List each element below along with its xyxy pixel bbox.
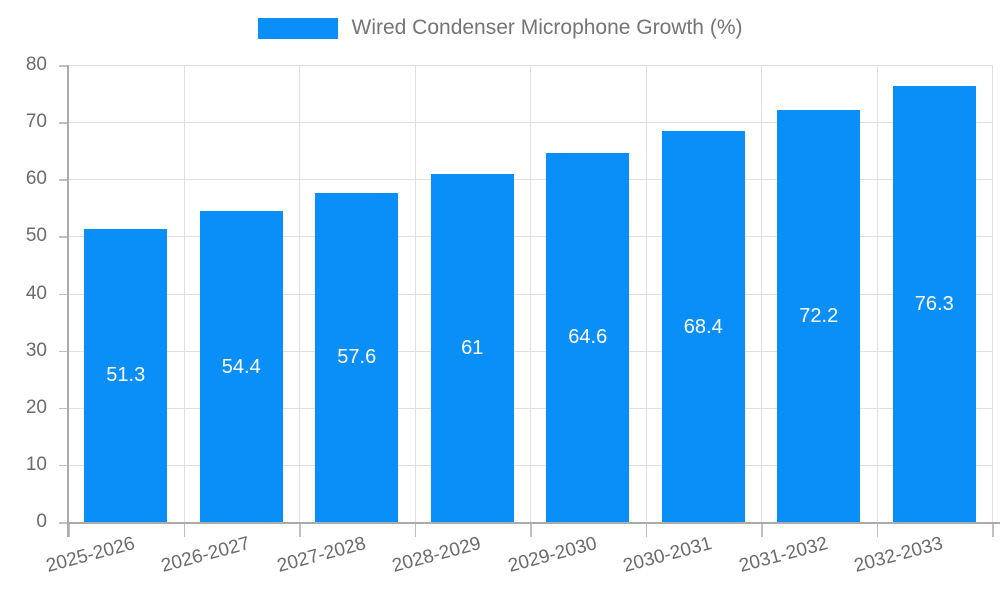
x-axis-tick (414, 522, 416, 537)
bar-2028-2029[interactable] (430, 173, 514, 522)
bar-2026-2027[interactable] (199, 211, 283, 522)
x-axis-label: 2031-2032 (736, 533, 830, 577)
gridline-v (414, 65, 416, 522)
legend[interactable]: Wired Condenser Microphone Growth (%) (0, 16, 1000, 40)
y-axis-label: 20 (25, 396, 47, 418)
bar-value-label: 72.2 (799, 304, 839, 327)
x-axis-label: 2030-2031 (621, 533, 715, 577)
y-axis-tick (59, 65, 68, 67)
bar-value-label: 54.4 (221, 355, 261, 378)
gridline-v (992, 65, 993, 522)
y-axis-label: 0 (36, 511, 47, 532)
y-axis-label: 80 (25, 54, 47, 75)
bar-2030-2031[interactable] (661, 131, 745, 522)
bar-value-label: 61 (461, 336, 484, 359)
y-axis-label: 60 (25, 168, 47, 190)
gridline-v (645, 65, 647, 522)
gridline-v (761, 65, 762, 522)
bar-value-label: 64.6 (568, 326, 608, 349)
y-axis-tick (59, 293, 68, 295)
y-axis-tick (59, 179, 68, 181)
gridline-v (530, 65, 531, 522)
y-axis-line (67, 65, 69, 537)
bar-2027-2028[interactable] (315, 192, 399, 522)
legend-swatch[interactable] (257, 17, 338, 39)
y-axis-tick (59, 236, 68, 238)
bar-2029-2030[interactable] (546, 152, 630, 522)
bar-value-label: 68.4 (683, 315, 723, 338)
x-axis-label: 2029-2030 (505, 533, 599, 577)
y-axis-label: 30 (25, 339, 47, 361)
gridline-v (183, 65, 185, 522)
y-axis-label: 10 (25, 453, 47, 475)
x-axis-tick (530, 522, 532, 537)
x-axis-label: 2028-2029 (390, 533, 484, 577)
x-axis-label: 2032-2033 (852, 533, 946, 577)
bar-value-label: 76.3 (914, 293, 954, 316)
legend-label[interactable]: Wired Condenser Microphone Growth (%) (351, 16, 743, 39)
y-axis-label: 40 (25, 282, 47, 304)
y-axis-label: 70 (25, 111, 47, 133)
y-axis-label: 50 (25, 225, 47, 247)
y-axis-tick (59, 350, 68, 353)
x-axis-label: 2025-2026 (43, 533, 137, 577)
x-axis-tick (761, 522, 763, 537)
y-axis-tick (59, 522, 68, 524)
bar-2031-2032[interactable] (777, 109, 861, 522)
bar-2032-2033[interactable] (892, 86, 976, 522)
x-axis-tick (992, 522, 994, 537)
gridline-v (299, 65, 300, 522)
x-axis-label: 2027-2028 (274, 533, 368, 577)
x-axis-tick (183, 522, 185, 537)
bar-value-label: 51.3 (106, 364, 146, 387)
bar-value-label: 57.6 (337, 346, 377, 369)
bar-2025-2026[interactable] (84, 228, 168, 522)
x-axis-label: 2026-2027 (159, 533, 253, 577)
x-axis-tick (645, 522, 647, 537)
y-axis-tick (59, 122, 68, 124)
y-axis-tick (59, 464, 68, 467)
x-axis-tick (299, 522, 301, 537)
x-axis-line (68, 522, 1000, 524)
x-axis-tick (876, 522, 878, 537)
y-axis-tick (59, 407, 68, 410)
gridline-v (876, 65, 878, 522)
